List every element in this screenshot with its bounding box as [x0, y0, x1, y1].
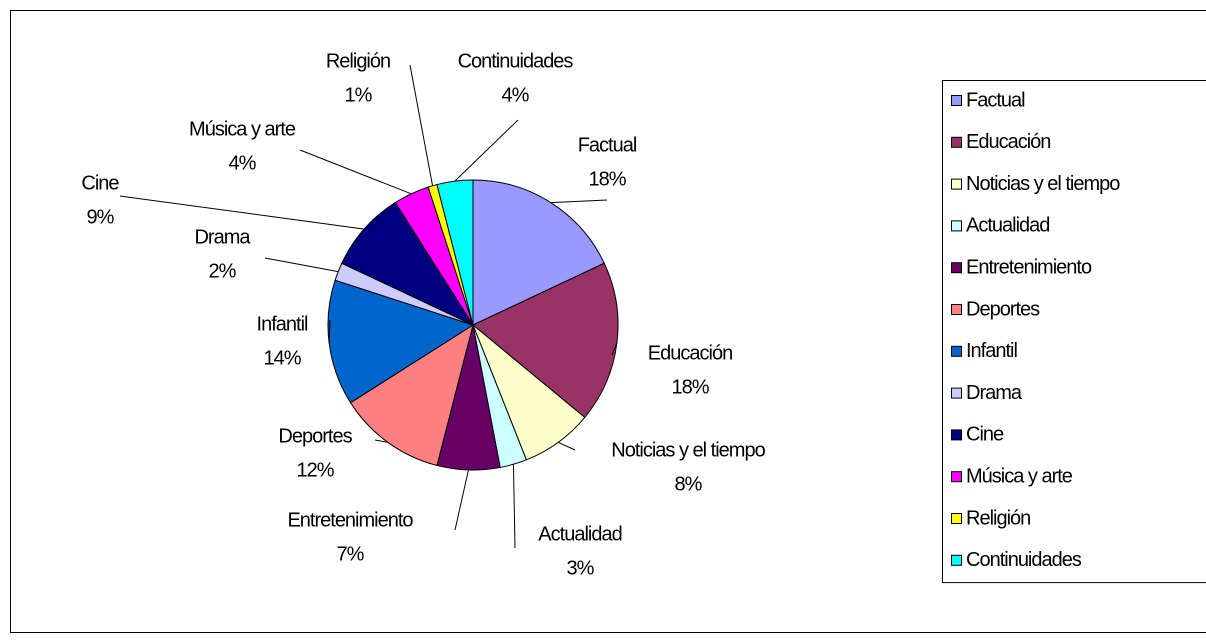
- legend-label: Drama: [966, 382, 1023, 404]
- leader-line: [454, 469, 469, 531]
- slice-value-label: 14%: [263, 347, 301, 369]
- slice-value-label: 8%: [675, 473, 703, 495]
- legend-label: Factual: [966, 89, 1025, 111]
- leader-line: [550, 199, 608, 204]
- slice-value-label: 7%: [337, 543, 365, 565]
- slice-label: Factual: [578, 134, 637, 156]
- leader-line: [374, 439, 388, 443]
- leader-line: [409, 64, 434, 186]
- slice-value-label: 2%: [209, 260, 237, 282]
- leader-line: [611, 342, 618, 356]
- legend-swatch: [951, 220, 962, 232]
- slice-value-label: 9%: [87, 206, 115, 228]
- slice-label: Religión: [326, 50, 390, 72]
- leader-line: [328, 319, 331, 344]
- legend-label: Actualidad: [966, 215, 1049, 237]
- leader-line: [119, 195, 365, 230]
- slice-value-label: 12%: [296, 459, 334, 481]
- slice-value-label: 1%: [345, 84, 373, 106]
- legend-swatch: [951, 513, 962, 524]
- pie-slice: [472, 179, 605, 326]
- legend-label: Deportes: [966, 298, 1040, 320]
- slice-value-label: 18%: [671, 376, 709, 398]
- legend-label: Música y arte: [966, 465, 1073, 487]
- leader-line: [454, 119, 519, 182]
- legend-swatch: [951, 304, 962, 315]
- legend-swatch: [951, 554, 962, 566]
- legend-swatch: [951, 136, 962, 148]
- legend-label: Educación: [966, 131, 1050, 153]
- legend-label: Infantil: [966, 340, 1017, 362]
- slice-label: Noticias y el tiempo: [611, 439, 765, 461]
- legend-label: Religión: [966, 507, 1030, 529]
- slice-label: Continuidades: [458, 50, 574, 72]
- slice-label: Deportes: [278, 425, 352, 447]
- slice-value-label: 4%: [229, 152, 257, 174]
- slice-value-label: 4%: [502, 84, 530, 106]
- slice-value-label: 18%: [588, 168, 626, 190]
- slice-label: Actualidad: [538, 523, 621, 545]
- slice-label: Entretenimiento: [287, 509, 413, 531]
- leader-line: [512, 464, 516, 549]
- legend-box: [942, 80, 1206, 584]
- legend-swatch: [951, 178, 962, 190]
- legend-label: Noticias y el tiempo: [966, 173, 1120, 195]
- slice-value-label: 3%: [567, 557, 595, 579]
- slice-label: Educación: [648, 342, 732, 364]
- leader-line: [264, 257, 339, 273]
- pie-slice: [341, 201, 475, 327]
- pie-slice: [349, 323, 474, 467]
- legend-swatch: [951, 429, 962, 441]
- legend-swatch: [951, 345, 962, 357]
- leader-line: [558, 441, 576, 451]
- legend-label: Entretenimiento: [966, 256, 1092, 278]
- legend-swatch: [951, 471, 962, 483]
- slice-label: Drama: [194, 226, 251, 248]
- slice-label: Cine: [81, 172, 119, 194]
- legend-label: Continuidades: [966, 549, 1082, 571]
- legend-swatch: [951, 95, 962, 106]
- legend-swatch: [951, 262, 962, 274]
- leader-line: [299, 149, 412, 195]
- slice-label: Infantil: [257, 313, 308, 335]
- legend-label: Cine: [966, 424, 1004, 446]
- legend-swatch: [951, 387, 962, 399]
- slice-label: Música y arte: [189, 118, 296, 140]
